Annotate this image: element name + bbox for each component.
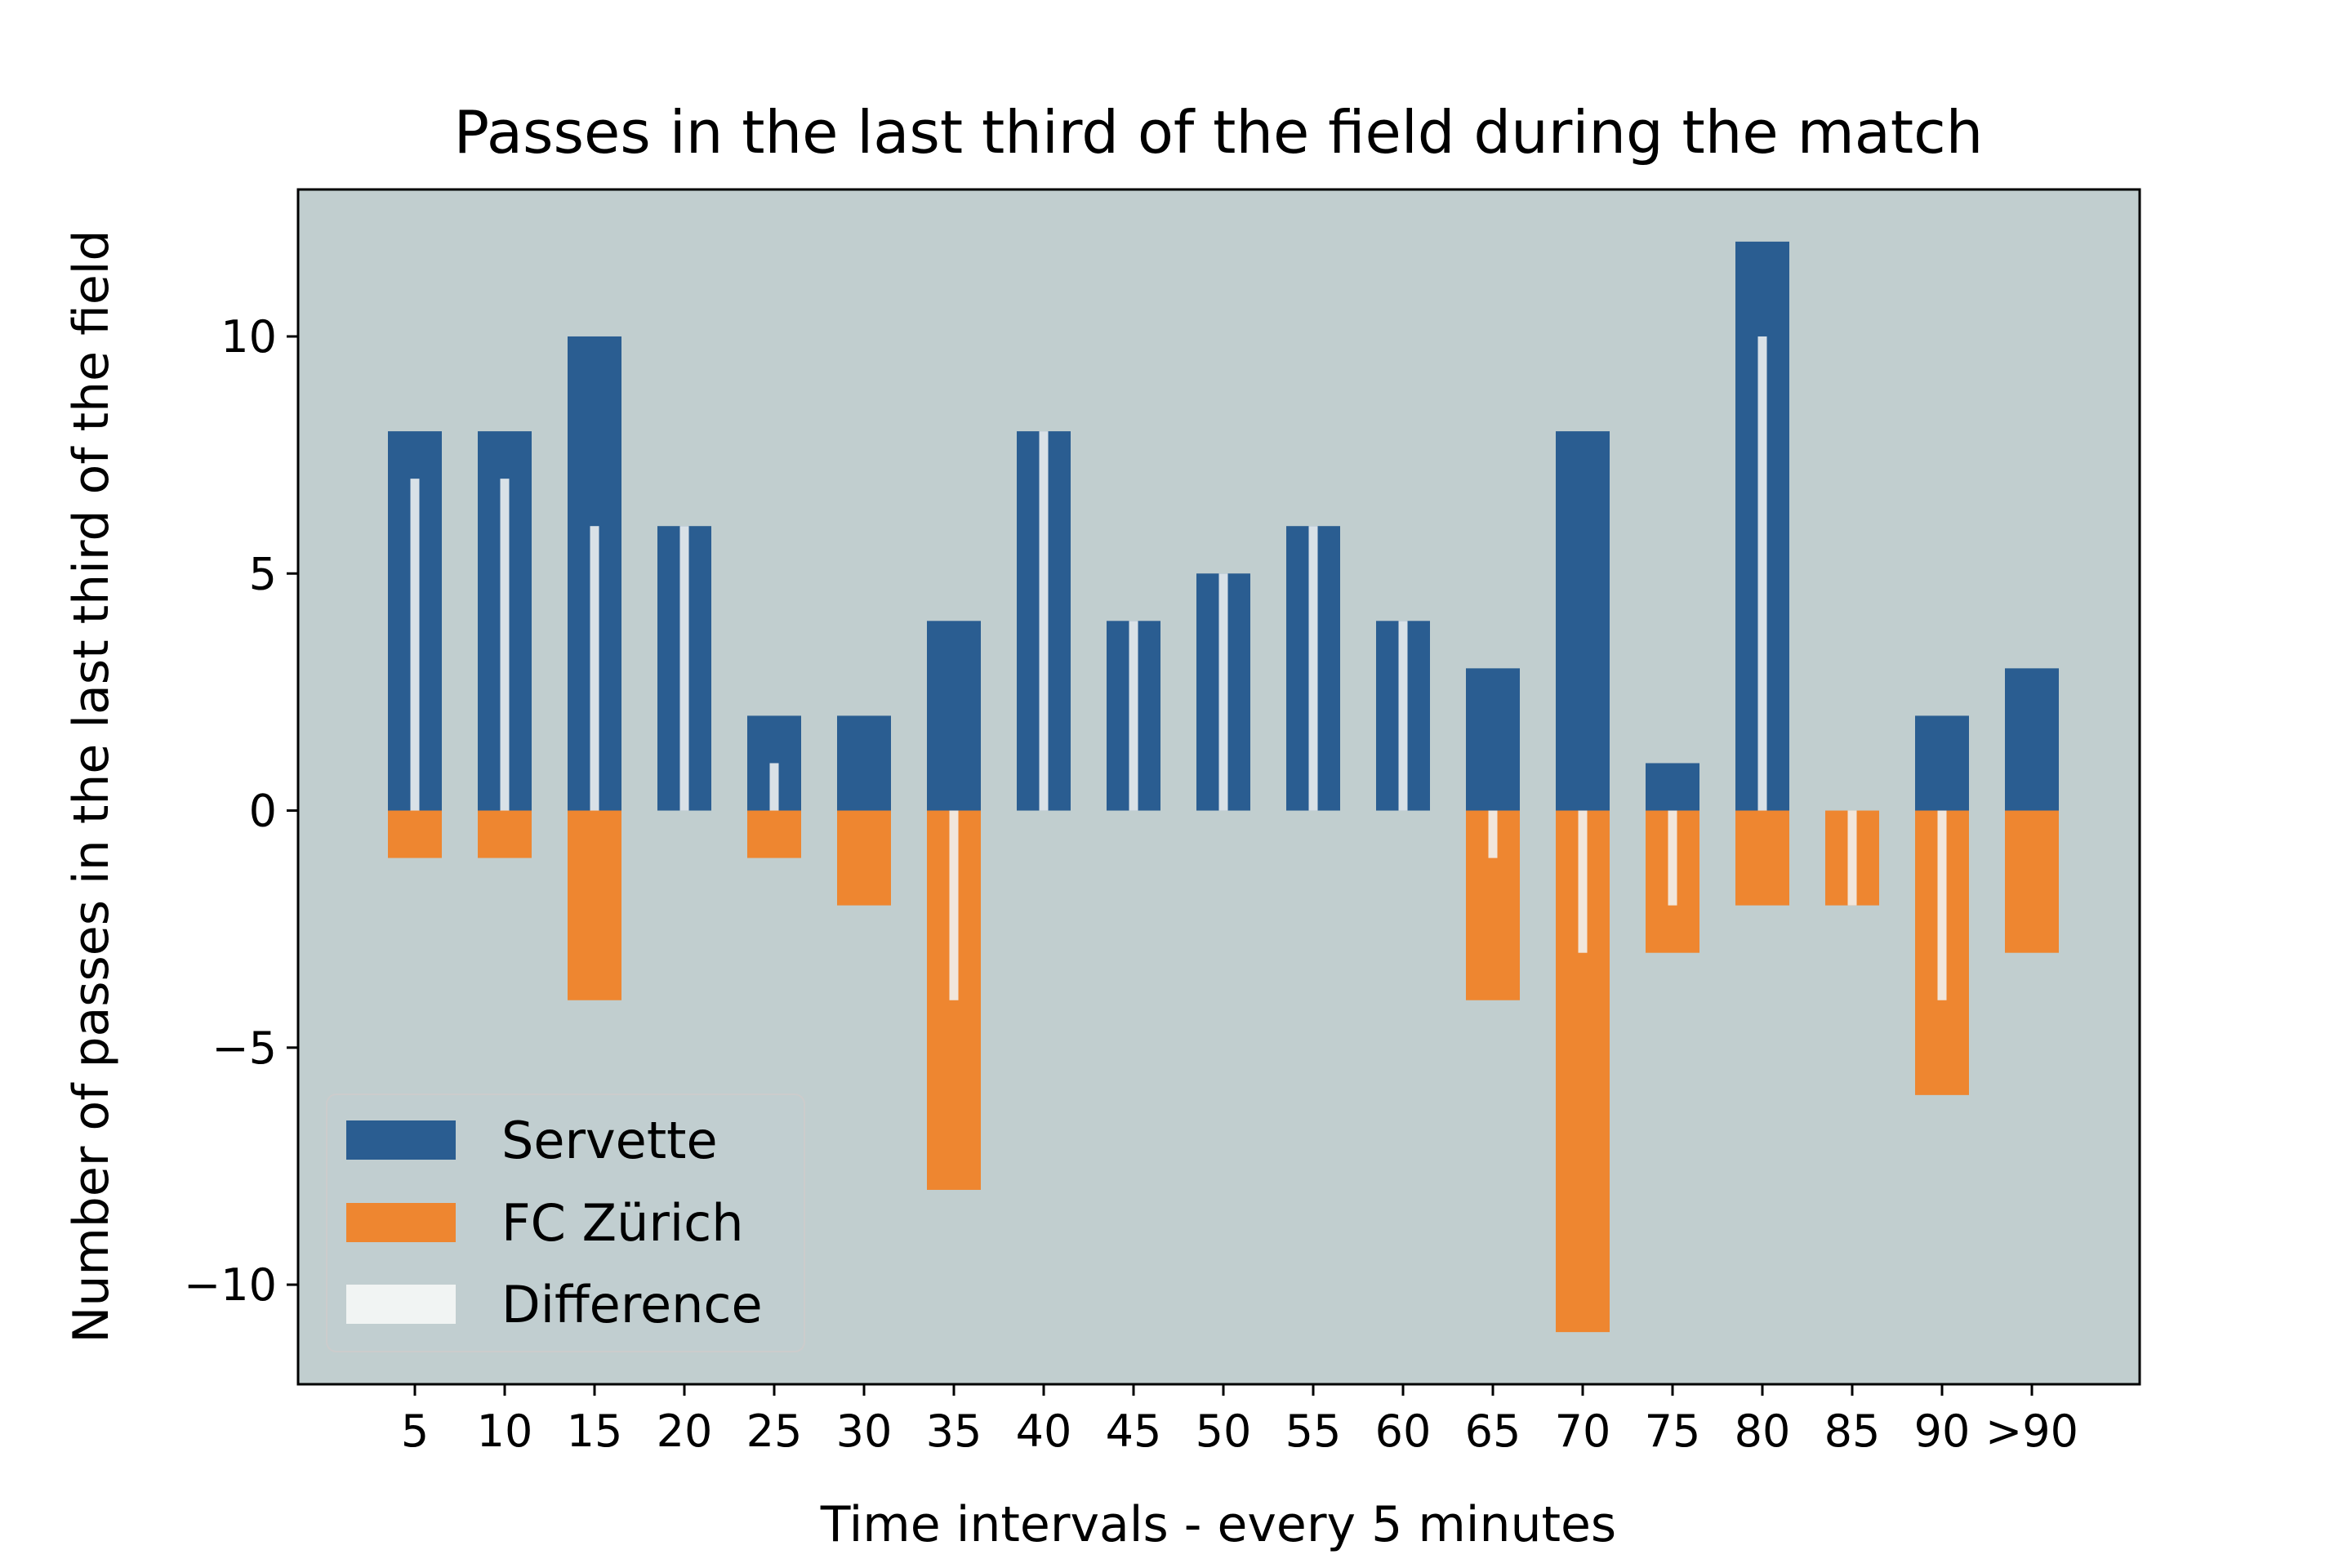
bar-difference-50 [1218,573,1228,811]
bar-difference-10 [500,479,510,811]
x-tick-label-85: 85 [1824,1405,1881,1457]
bar-servette-35 [927,621,981,811]
bar-servette-75 [1646,763,1699,811]
plot-frame [296,188,2141,1386]
x-tick-label-25: 25 [746,1405,803,1457]
y-tick-label-2: 0 [249,786,277,837]
x-tick-label-90: 90 [1914,1405,1971,1457]
chart-title: Passes in the last third of the field du… [454,98,1984,167]
bar-difference-70 [1578,810,1588,953]
bar-fc-z-rich-5 [388,810,442,858]
x-tick-label-40: 40 [1016,1405,1072,1457]
legend-label-fc-zurich: FC Zürich [501,1193,744,1253]
bar-difference-25 [769,763,779,811]
bar-fc-z-rich-30 [837,810,891,906]
x-tick-label-35: 35 [926,1405,982,1457]
bar-difference-85 [1847,810,1857,906]
bar-difference-45 [1129,621,1138,811]
legend-label-difference: Difference [501,1275,763,1334]
bar-difference-40 [1039,431,1049,811]
x-tick-label-5: 5 [401,1405,429,1457]
legend-swatch-difference [346,1285,456,1324]
bar-fc-z-rich-10 [478,810,532,858]
y-axis-ticks: −10 −5 0 5 10 [184,311,298,1311]
bar-fc-z-rich-80 [1735,810,1789,906]
x-tick-label-75: 75 [1645,1405,1701,1457]
x-tick-label-50: 50 [1196,1405,1252,1457]
bar-servette-30 [837,715,891,811]
x-tick-label-70: 70 [1555,1405,1611,1457]
x-tick-label-80: 80 [1735,1405,1791,1457]
bar-difference-20 [679,526,689,811]
legend-swatch-servette [346,1120,456,1160]
bar-difference-80 [1757,336,1767,811]
bars-layer [388,241,2059,1333]
bar-servette-90 [2005,668,2059,811]
bar-fc-z-rich-15 [568,810,621,1000]
x-axis-ticks: 5 10 15 20 25 30 35 40 45 50 55 60 65 70 75 80 85 90 >90 [401,1384,2078,1457]
x-tick-label-60: 60 [1375,1405,1432,1457]
legend-label-servette: Servette [501,1111,718,1170]
x-tick-label-45: 45 [1106,1405,1162,1457]
x-tick-label-65: 65 [1465,1405,1521,1457]
bar-difference-60 [1398,621,1408,811]
y-tick-label-3: 5 [249,548,277,599]
bar-difference-5 [410,479,420,811]
bar-difference-15 [590,526,599,811]
legend-swatch-fc-zurich [346,1203,456,1242]
y-tick-label-1: −5 [212,1022,277,1074]
x-tick-label-15: 15 [567,1405,623,1457]
y-axis-label: Number of passes in the last third of th… [63,229,120,1343]
bar-difference-65 [1488,810,1498,858]
bar-fc-z-rich-90 [2005,810,2059,953]
bar-servette-90 [1915,715,1969,811]
x-tick-label-10: 10 [477,1405,533,1457]
bar-difference-55 [1308,526,1318,811]
x-tick-label-20: 20 [657,1405,713,1457]
bar-servette-70 [1556,431,1610,811]
y-tick-label-4: 10 [220,311,277,363]
bar-difference-75 [1668,810,1677,906]
y-tick-label-0: −10 [184,1259,277,1311]
x-axis-label: Time intervals - every 5 minutes [820,1496,1616,1553]
x-tick-label-30: 30 [836,1405,893,1457]
bar-difference-35 [949,810,959,1000]
bar-difference-90 [1937,810,1947,1000]
x-tick-label-55: 55 [1285,1405,1342,1457]
bar-fc-z-rich-25 [747,810,801,858]
legend: Servette FC Zürich Difference [326,1094,805,1352]
bar-servette-65 [1466,668,1520,811]
x-tick-label-90: >90 [1985,1405,2078,1457]
